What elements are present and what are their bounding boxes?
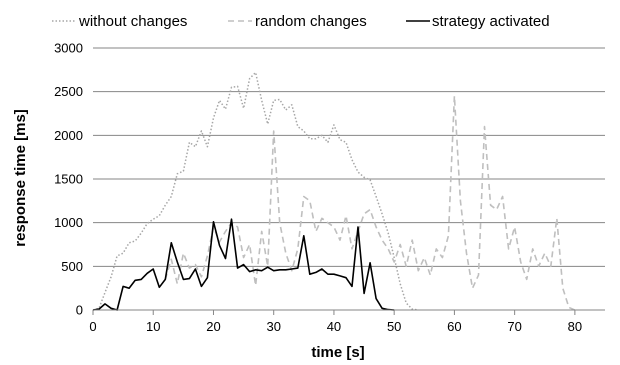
y-tick-label: 0 (76, 303, 83, 318)
x-axis-ticks: 0 10 20 30 40 50 60 70 80 (89, 310, 582, 334)
series-line-without-changes (92, 71, 419, 311)
x-tick-label: 10 (146, 319, 160, 334)
x-tick-label: 60 (447, 319, 461, 334)
y-tick-label: 2500 (54, 84, 83, 99)
y-tick-label: 3000 (54, 41, 83, 56)
legend-label-strategy-activated: strategy activated (432, 13, 550, 30)
y-axis-ticks: 0 500 1000 1500 2000 2500 3000 (54, 41, 83, 318)
legend-label-random-changes: random changes (255, 13, 367, 30)
x-tick-label: 50 (387, 319, 401, 334)
x-tick-label: 80 (568, 319, 582, 334)
y-tick-label: 1000 (54, 215, 83, 230)
series-lines (92, 71, 576, 311)
series-line-random-changes (164, 95, 576, 311)
series-line-strategy-activated (92, 218, 395, 311)
x-tick-label: 40 (327, 319, 341, 334)
x-tick-label: 20 (206, 319, 220, 334)
x-tick-label: 0 (89, 319, 96, 334)
x-tick-label: 30 (266, 319, 280, 334)
x-axis-title: time [s] (311, 344, 364, 361)
y-tick-label: 2000 (54, 128, 83, 143)
y-tick-label: 500 (61, 259, 83, 274)
gridlines (93, 47, 605, 267)
legend: without changes random changes strategy … (52, 13, 550, 30)
legend-label-without-changes: without changes (78, 13, 187, 30)
y-axis-title: response time [ms] (12, 109, 29, 247)
x-tick-label: 70 (507, 319, 521, 334)
y-tick-label: 1500 (54, 172, 83, 187)
